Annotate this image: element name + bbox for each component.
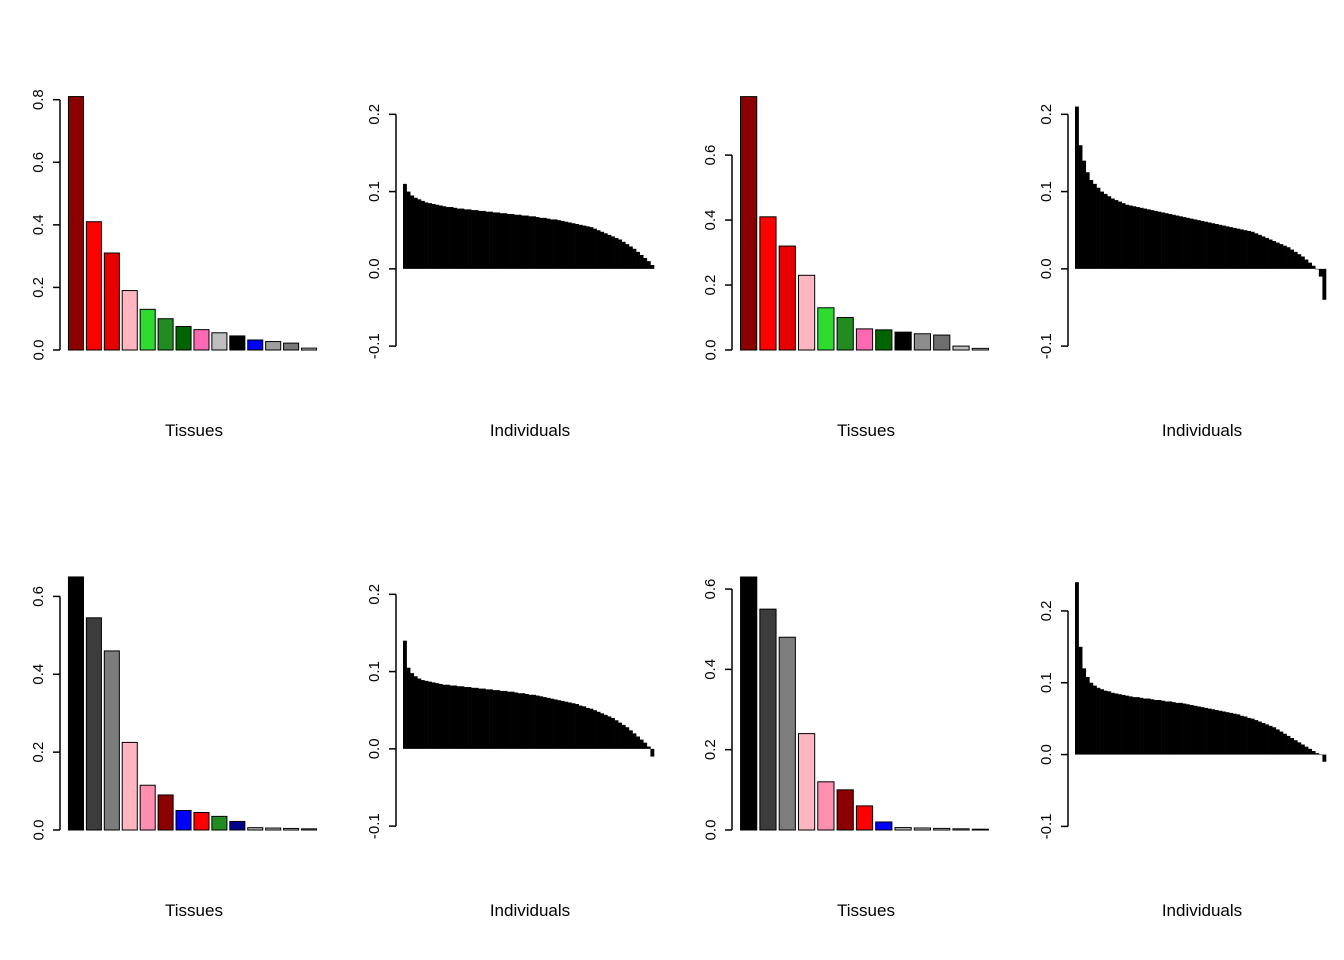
svg-text:0.0: 0.0 [1038,744,1055,765]
svg-text:0.0: 0.0 [366,258,383,279]
svg-text:0.0: 0.0 [1038,258,1055,279]
svg-text:-0.1: -0.1 [366,333,383,359]
svg-text:0.0: 0.0 [702,340,719,361]
svg-text:0.0: 0.0 [702,820,719,841]
chart-panel-tissues-3: 0.0 0.2 0.4 0.6 Tissues [0,480,336,960]
svg-text:0.0: 0.0 [30,820,47,841]
chart-panel-individuals-1: -0.1 0.0 0.1 0.2 Individuals [336,0,672,480]
svg-text:0.6: 0.6 [30,152,47,173]
svg-text:0.2: 0.2 [30,277,47,298]
svg-text:0.8: 0.8 [30,89,47,110]
svg-text:0.6: 0.6 [702,579,719,600]
svg-text:0.2: 0.2 [1038,600,1055,621]
svg-text:-0.1: -0.1 [1038,813,1055,839]
svg-text:0.1: 0.1 [1038,672,1055,693]
x-axis-label: Tissues [165,901,223,920]
x-axis-label: Tissues [837,901,895,920]
svg-text:0.1: 0.1 [366,181,383,202]
svg-text:0.2: 0.2 [702,275,719,296]
svg-text:-0.1: -0.1 [366,813,383,839]
individuals-bar-chart-2: -0.1 0.0 0.1 0.2 [1038,104,1327,359]
x-axis-label: Individuals [1161,901,1243,920]
tissues-bar-chart-3: 0.0 0.2 0.4 0.6 [30,576,318,841]
svg-text:0.6: 0.6 [702,145,719,166]
chart-panel-individuals-3: -0.1 0.0 0.1 0.2 Individuals [336,480,672,960]
svg-text:-0.1: -0.1 [1038,333,1055,359]
svg-text:0.2: 0.2 [366,584,383,605]
svg-text:0.1: 0.1 [366,661,383,682]
svg-text:0.0: 0.0 [30,340,47,361]
individuals-bar-chart-3: -0.1 0.0 0.1 0.2 [366,584,655,839]
chart-panel-tissues-4: 0.0 0.2 0.4 0.6 Tissues [672,480,1008,960]
chart-panel-individuals-2: -0.1 0.0 0.1 0.2 Individuals [1008,0,1344,480]
x-axis-label: Individuals [1161,421,1243,440]
svg-text:0.2: 0.2 [30,742,47,763]
svg-text:0.2: 0.2 [1038,104,1055,125]
svg-text:0.6: 0.6 [30,586,47,607]
svg-text:0.0: 0.0 [366,738,383,759]
x-axis-label: Tissues [165,421,223,440]
svg-text:0.1: 0.1 [1038,181,1055,202]
individuals-bar-chart-4: -0.1 0.0 0.1 0.2 [1038,582,1327,839]
x-axis-label: Individuals [489,421,571,440]
svg-text:0.2: 0.2 [702,739,719,760]
tissues-bar-chart-4: 0.0 0.2 0.4 0.6 [702,576,989,841]
x-axis-label: Tissues [837,421,895,440]
svg-text:0.4: 0.4 [30,214,47,235]
svg-text:0.4: 0.4 [30,664,47,685]
tissues-bar-chart-1: 0.0 0.2 0.4 0.6 0.8 [30,89,318,361]
x-axis-label: Individuals [489,901,571,920]
chart-panel-tissues-1: 0.0 0.2 0.4 0.6 0.8 Tissues [0,0,336,480]
svg-text:0.2: 0.2 [366,104,383,125]
svg-text:0.4: 0.4 [702,210,719,231]
chart-panel-tissues-2: 0.0 0.2 0.4 0.6 Tissues [672,0,1008,480]
svg-text:0.4: 0.4 [702,659,719,680]
chart-panel-individuals-4: -0.1 0.0 0.1 0.2 Individuals [1008,480,1344,960]
individuals-bar-chart-1: -0.1 0.0 0.1 0.2 [366,104,655,359]
tissues-bar-chart-2: 0.0 0.2 0.4 0.6 [702,96,989,361]
